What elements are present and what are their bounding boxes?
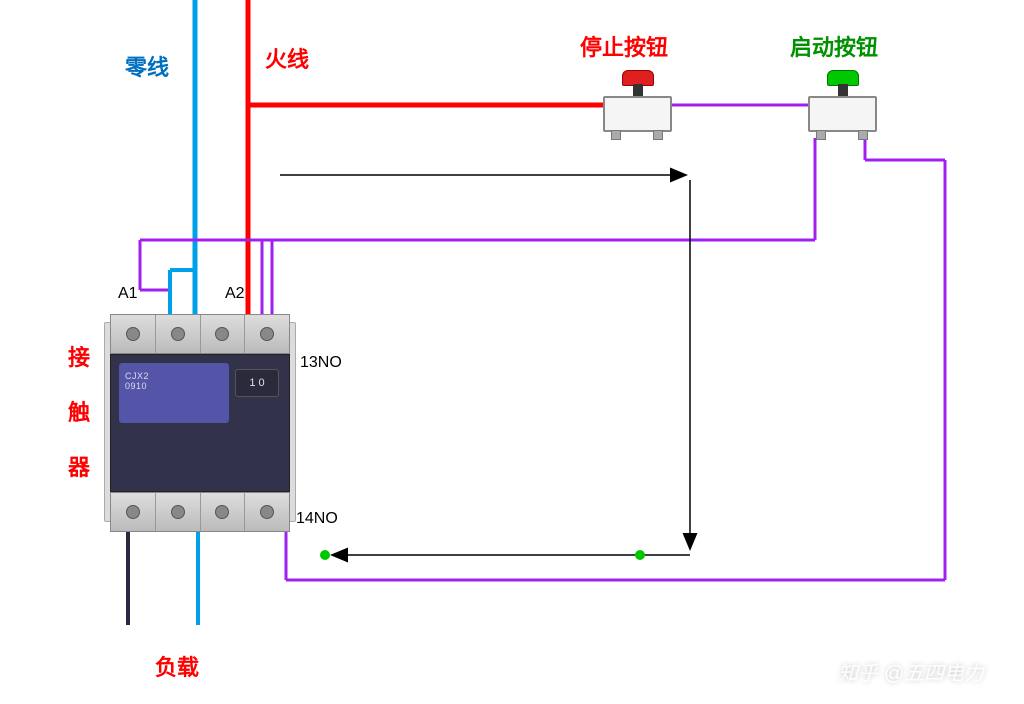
stop-btn-label: 停止按钮 <box>580 30 668 62</box>
node-dot <box>635 550 645 560</box>
live-label: 火线 <box>265 42 309 74</box>
contactor: CJX20910 1 0 <box>110 300 290 550</box>
a2-label: A2 <box>225 285 245 303</box>
no14-label: 14NO <box>296 510 338 528</box>
neutral-label: 零线 <box>125 50 169 82</box>
stop-button <box>595 70 680 140</box>
start-btn-label: 启动按钮 <box>790 30 878 62</box>
watermark: 知乎 @五四电力 <box>838 657 984 686</box>
no13-label: 13NO <box>300 354 342 372</box>
contactor-label: 接 触 器 <box>68 330 90 495</box>
load-label: 负载 <box>155 650 199 682</box>
a1-label: A1 <box>118 285 138 303</box>
start-button <box>800 70 885 140</box>
node-dot <box>320 550 330 560</box>
